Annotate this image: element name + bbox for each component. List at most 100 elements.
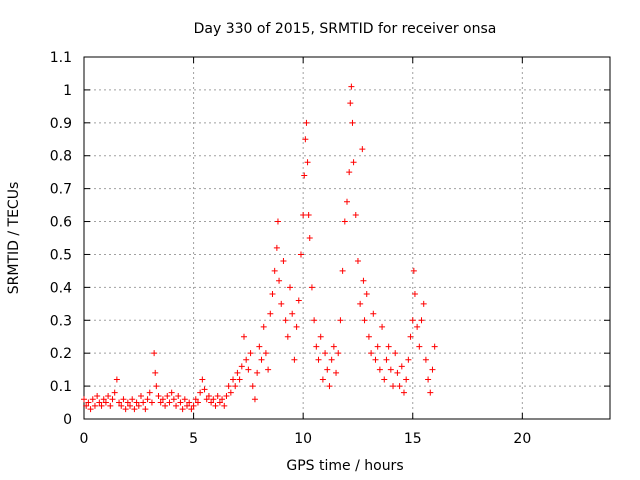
data-point xyxy=(89,396,96,403)
data-point xyxy=(265,366,272,373)
data-point xyxy=(247,350,254,357)
x-tick-label: 0 xyxy=(80,431,89,447)
data-point xyxy=(83,402,90,409)
data-point xyxy=(240,333,247,340)
y-tick-label: 0.7 xyxy=(50,182,72,198)
data-point xyxy=(311,317,318,324)
data-point xyxy=(348,83,355,90)
y-tick-label: 0.4 xyxy=(50,280,72,296)
data-point xyxy=(260,323,267,330)
y-tick-labels: 0 0.1 0.2 0.3 0.4 0.5 0.6 0.7 0.8 0.9 1 1.1 xyxy=(50,50,72,428)
data-point xyxy=(374,343,381,350)
data-point xyxy=(427,389,434,396)
data-point xyxy=(347,100,354,107)
data-point xyxy=(232,383,239,390)
data-point xyxy=(287,284,294,291)
data-point xyxy=(360,277,367,284)
data-point xyxy=(148,399,155,406)
chart-title: Day 330 of 2015, SRMTID for receiver ons… xyxy=(194,21,497,37)
data-point xyxy=(243,356,250,363)
data-point xyxy=(109,396,116,403)
data-point xyxy=(96,399,103,406)
y-tick-label: 0.8 xyxy=(50,149,72,165)
data-point xyxy=(372,356,379,363)
data-point xyxy=(181,396,188,403)
data-point xyxy=(405,356,412,363)
data-point xyxy=(81,396,87,403)
data-point xyxy=(416,343,423,350)
data-point xyxy=(111,389,118,396)
data-point xyxy=(418,317,425,324)
grid-lines xyxy=(84,57,610,419)
data-point xyxy=(308,284,315,291)
data-point xyxy=(238,363,245,370)
data-point xyxy=(113,376,120,383)
data-point xyxy=(361,317,368,324)
data-point xyxy=(236,376,243,383)
x-tick-label: 15 xyxy=(404,431,422,447)
x-tick-label: 5 xyxy=(189,431,198,447)
data-point xyxy=(199,376,206,383)
x-tick-labels: 0 5 10 15 20 xyxy=(80,431,532,447)
data-point xyxy=(179,406,186,413)
data-point xyxy=(251,396,258,403)
data-point xyxy=(173,402,180,409)
data-point xyxy=(335,350,342,357)
data-point xyxy=(289,310,296,317)
data-point xyxy=(317,333,324,340)
axis-ticks xyxy=(83,56,610,420)
data-point xyxy=(431,343,438,350)
data-point xyxy=(390,383,397,390)
data-point xyxy=(146,389,153,396)
data-point xyxy=(352,211,359,218)
y-tick-label: 0.6 xyxy=(50,215,72,231)
x-tick-label: 20 xyxy=(513,431,531,447)
data-point xyxy=(333,369,340,376)
data-point xyxy=(175,392,182,399)
data-point xyxy=(274,218,281,225)
data-point xyxy=(280,258,287,265)
data-point xyxy=(194,399,201,406)
data-point xyxy=(315,356,322,363)
data-point xyxy=(225,383,232,390)
data-point xyxy=(170,396,177,403)
data-point xyxy=(284,333,291,340)
y-tick-label: 0.3 xyxy=(50,313,72,329)
data-point xyxy=(400,389,407,396)
data-point xyxy=(341,218,348,225)
data-point xyxy=(297,251,304,258)
y-tick-label: 0.2 xyxy=(50,346,72,362)
data-point xyxy=(409,317,416,324)
data-point xyxy=(216,399,223,406)
data-point xyxy=(411,290,418,297)
data-point xyxy=(256,343,263,350)
data-point xyxy=(370,310,377,317)
data-point xyxy=(354,258,361,265)
data-point xyxy=(214,392,221,399)
data-point xyxy=(188,406,195,413)
data-point xyxy=(403,376,410,383)
data-point xyxy=(153,383,160,390)
data-point xyxy=(249,383,256,390)
data-point xyxy=(98,402,105,409)
y-tick-label: 1.1 xyxy=(50,50,72,66)
y-tick-label: 1 xyxy=(63,83,72,99)
data-point xyxy=(184,402,191,409)
data-point xyxy=(140,399,147,406)
data-point xyxy=(379,323,386,330)
data-point xyxy=(131,406,138,413)
data-point xyxy=(319,376,326,383)
data-point xyxy=(254,369,261,376)
data-point xyxy=(337,317,344,324)
data-point xyxy=(376,366,383,373)
data-point xyxy=(230,376,237,383)
data-point xyxy=(212,402,219,409)
data-point xyxy=(282,317,289,324)
data-point xyxy=(344,198,350,205)
data-point xyxy=(118,402,125,409)
data-point xyxy=(324,366,331,373)
data-point xyxy=(381,376,388,383)
data-point xyxy=(422,356,429,363)
data-point xyxy=(339,267,346,274)
data-point xyxy=(137,392,144,399)
